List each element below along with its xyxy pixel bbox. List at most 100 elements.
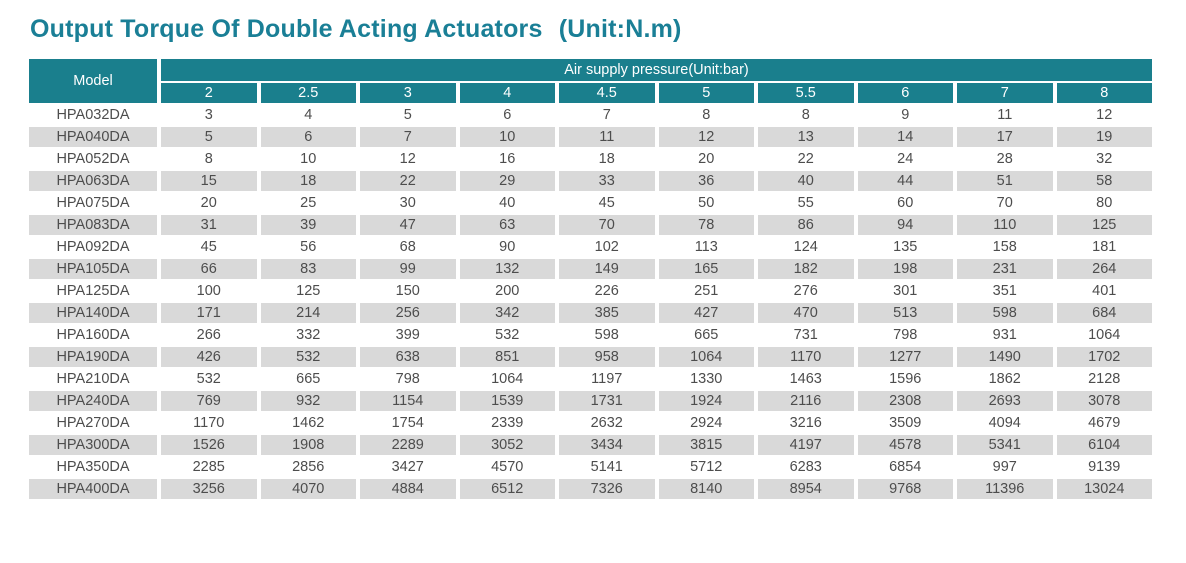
torque-value-cell: 149 <box>559 259 655 279</box>
torque-value-cell: 55 <box>758 193 854 213</box>
torque-value-cell: 40 <box>459 193 555 213</box>
torque-value-cell: 45 <box>559 193 655 213</box>
torque-value-cell: 4 <box>260 105 356 125</box>
torque-value-cell: 470 <box>758 303 854 323</box>
torque-value-cell: 8 <box>161 149 257 169</box>
torque-value-cell: 598 <box>957 303 1053 323</box>
torque-value-cell: 15 <box>161 171 257 191</box>
torque-value-cell: 1702 <box>1056 347 1152 367</box>
torque-value-cell: 4679 <box>1056 413 1152 433</box>
table-row: HPA350DA 2285 2856 3427 4570 5141 5712 6283 6854… <box>29 457 1152 477</box>
pressure-column-header: 6 <box>857 83 953 103</box>
torque-value-cell: 200 <box>459 281 555 301</box>
model-cell: HPA052DA <box>29 149 157 169</box>
torque-value-cell: 8 <box>658 105 754 125</box>
torque-value-cell: 301 <box>857 281 953 301</box>
pressure-column-header: 7 <box>957 83 1053 103</box>
torque-value-cell: 1862 <box>957 369 1053 389</box>
torque-value-cell: 1197 <box>559 369 655 389</box>
torque-value-cell: 100 <box>161 281 257 301</box>
torque-value-cell: 4070 <box>260 479 356 499</box>
torque-value-cell: 2693 <box>957 391 1053 411</box>
table-row: HPA092DA 45 56 68 90 102 113 124 135 158 181 <box>29 237 1152 257</box>
table-row: HPA105DA 66 83 99 132 149 165 182 198 231 264 <box>29 259 1152 279</box>
torque-value-cell: 4570 <box>459 457 555 477</box>
torque-value-cell: 1490 <box>957 347 1053 367</box>
pressure-band-header: Air supply pressure(Unit:bar) <box>161 59 1152 81</box>
torque-value-cell: 56 <box>260 237 356 257</box>
pressure-column-header: 8 <box>1056 83 1152 103</box>
torque-value-cell: 110 <box>957 215 1053 235</box>
torque-value-cell: 47 <box>360 215 456 235</box>
model-cell: HPA032DA <box>29 105 157 125</box>
pressure-column-header: 2.5 <box>260 83 356 103</box>
torque-value-cell: 8 <box>758 105 854 125</box>
torque-value-cell: 10 <box>459 127 555 147</box>
torque-table: Model Air supply pressure(Unit:bar) 2 2.5… <box>25 57 1156 501</box>
model-cell: HPA240DA <box>29 391 157 411</box>
torque-value-cell: 158 <box>957 237 1053 257</box>
torque-value-cell: 44 <box>857 171 953 191</box>
torque-value-cell: 17 <box>957 127 1053 147</box>
torque-value-cell: 2308 <box>857 391 953 411</box>
torque-value-cell: 3434 <box>559 435 655 455</box>
torque-value-cell: 1526 <box>161 435 257 455</box>
torque-value-cell: 4884 <box>360 479 456 499</box>
pressure-column-header: 5 <box>658 83 754 103</box>
torque-value-cell: 385 <box>559 303 655 323</box>
model-cell: HPA190DA <box>29 347 157 367</box>
torque-value-cell: 30 <box>360 193 456 213</box>
torque-value-cell: 399 <box>360 325 456 345</box>
table-row: HPA075DA 20 25 30 40 45 50 55 60 70 80 <box>29 193 1152 213</box>
model-cell: HPA270DA <box>29 413 157 433</box>
torque-value-cell: 14 <box>857 127 953 147</box>
model-cell: HPA092DA <box>29 237 157 257</box>
torque-value-cell: 256 <box>360 303 456 323</box>
model-cell: HPA083DA <box>29 215 157 235</box>
torque-value-cell: 3078 <box>1056 391 1152 411</box>
torque-value-cell: 1064 <box>658 347 754 367</box>
torque-value-cell: 231 <box>957 259 1053 279</box>
torque-value-cell: 1330 <box>658 369 754 389</box>
torque-value-cell: 5 <box>360 105 456 125</box>
torque-value-cell: 769 <box>161 391 257 411</box>
torque-value-cell: 63 <box>459 215 555 235</box>
torque-value-cell: 264 <box>1056 259 1152 279</box>
torque-value-cell: 70 <box>559 215 655 235</box>
torque-value-cell: 9 <box>857 105 953 125</box>
torque-value-cell: 332 <box>260 325 356 345</box>
torque-value-cell: 25 <box>260 193 356 213</box>
torque-value-cell: 8140 <box>658 479 754 499</box>
torque-value-cell: 29 <box>459 171 555 191</box>
torque-value-cell: 276 <box>758 281 854 301</box>
model-cell: HPA300DA <box>29 435 157 455</box>
header-band-row: Model Air supply pressure(Unit:bar) <box>29 59 1152 103</box>
torque-value-cell: 6 <box>260 127 356 147</box>
torque-value-cell: 51 <box>957 171 1053 191</box>
table-row: HPA160DA 266 332 399 532 598 665 731 798 931 1064 <box>29 325 1152 345</box>
torque-value-cell: 401 <box>1056 281 1152 301</box>
torque-value-cell: 32 <box>1056 149 1152 169</box>
torque-value-cell: 8954 <box>758 479 854 499</box>
torque-value-cell: 99 <box>360 259 456 279</box>
torque-value-cell: 12 <box>658 127 754 147</box>
model-cell: HPA160DA <box>29 325 157 345</box>
torque-value-cell: 997 <box>957 457 1053 477</box>
torque-value-cell: 19 <box>1056 127 1152 147</box>
torque-value-cell: 9139 <box>1056 457 1152 477</box>
torque-value-cell: 45 <box>161 237 257 257</box>
torque-value-cell: 90 <box>459 237 555 257</box>
torque-value-cell: 2285 <box>161 457 257 477</box>
pressure-column-header: 2 <box>161 83 257 103</box>
torque-value-cell: 4197 <box>758 435 854 455</box>
torque-value-cell: 11 <box>559 127 655 147</box>
torque-value-cell: 532 <box>459 325 555 345</box>
table-row: HPA400DA 3256 4070 4884 6512 7326 8140 8954 9768… <box>29 479 1152 499</box>
pressure-column-header: 4 <box>459 83 555 103</box>
torque-value-cell: 66 <box>161 259 257 279</box>
torque-value-cell: 6104 <box>1056 435 1152 455</box>
torque-value-cell: 342 <box>459 303 555 323</box>
torque-value-cell: 2924 <box>658 413 754 433</box>
torque-value-cell: 135 <box>857 237 953 257</box>
table-row: HPA140DA 171 214 256 342 385 427 470 513 598 684 <box>29 303 1152 323</box>
